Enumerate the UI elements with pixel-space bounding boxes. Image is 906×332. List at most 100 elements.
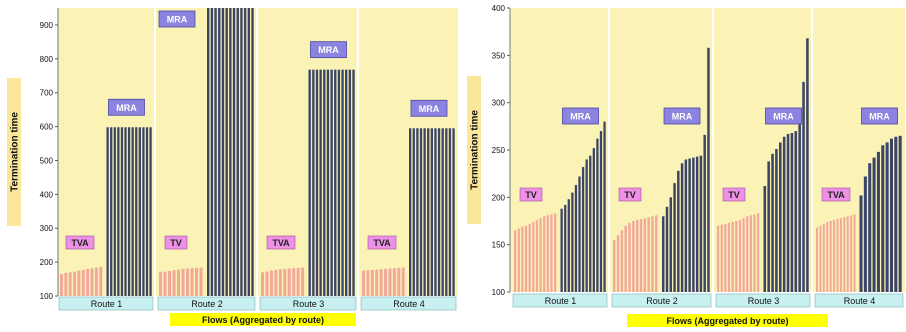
- bar-mra: [218, 8, 221, 296]
- route-label: Route 2: [191, 299, 223, 309]
- bar-mra: [881, 145, 885, 292]
- bar-mra: [423, 128, 426, 296]
- bar-mra: [441, 128, 444, 296]
- route-label-box: [157, 296, 256, 311]
- mra-label: MRA: [570, 112, 591, 122]
- bar-mra: [312, 69, 315, 296]
- tva-label: TVA: [71, 238, 89, 248]
- bar-mra: [416, 128, 419, 296]
- bar-tv: [727, 222, 731, 292]
- route-label: Route 2: [646, 296, 678, 306]
- bar-mra: [876, 151, 880, 292]
- bar-mra: [330, 69, 333, 296]
- bar-mra: [232, 8, 236, 296]
- bar-tv: [749, 215, 752, 292]
- bar-tv: [724, 223, 727, 292]
- bar-mra: [315, 69, 319, 296]
- chart-1: 100 200 300 400 500 600 700 800 900 Termination t…: [7, 8, 458, 326]
- y-axis-label: Termination time: [10, 112, 21, 192]
- bar-mra: [889, 138, 893, 292]
- route-label-box: [360, 296, 457, 311]
- y-tick-label: 100: [40, 292, 54, 301]
- bar-tv: [735, 221, 738, 292]
- bar-mra: [564, 204, 567, 292]
- tva-label: TVA: [272, 238, 290, 248]
- bar-tva: [77, 270, 81, 296]
- bar-tva: [370, 269, 374, 296]
- tva-label: TVA: [373, 238, 391, 248]
- bar-tv: [199, 267, 203, 296]
- bar-tva: [397, 267, 401, 296]
- bar-mra: [319, 69, 322, 296]
- bar-tva: [60, 273, 63, 296]
- bar-mra: [448, 128, 452, 296]
- mra-label: MRA: [869, 112, 890, 122]
- bar-mra: [131, 127, 134, 296]
- bar-tva: [99, 266, 103, 296]
- bar-tv: [177, 269, 181, 296]
- bar-mra: [437, 128, 441, 296]
- bar-tv: [655, 215, 658, 292]
- tva-label-box: [266, 235, 296, 250]
- bar-mra: [308, 69, 311, 296]
- bar-mra: [323, 69, 326, 296]
- bar-tv: [521, 226, 524, 292]
- bar-tv: [613, 239, 616, 292]
- bar-mra: [779, 142, 782, 292]
- bar-tv: [620, 230, 624, 292]
- y-tick-label: 350: [492, 51, 506, 60]
- x-axis-label: Flows (Aggregated by route): [666, 316, 788, 326]
- bar-tva: [292, 268, 296, 296]
- bar-tv: [742, 218, 745, 292]
- y-tick-label: 500: [40, 156, 54, 165]
- y-tick-label: 700: [40, 89, 54, 98]
- bar-mra: [247, 8, 251, 296]
- bar-mra: [345, 69, 348, 296]
- mra-label: MRA: [318, 45, 339, 55]
- bar-mra: [669, 197, 673, 292]
- bar-mra: [409, 128, 412, 296]
- y-tick-label: 200: [492, 193, 506, 202]
- bar-mra: [794, 131, 798, 292]
- bar-mra: [673, 183, 676, 292]
- bar-tv: [616, 235, 620, 292]
- bar-tv: [550, 214, 553, 292]
- bar-tv: [554, 213, 557, 292]
- bar-tva: [301, 267, 305, 296]
- route-label-box: [58, 296, 154, 311]
- bar-tva: [846, 216, 849, 292]
- route-label: Route 4: [844, 296, 876, 306]
- bar-tv: [181, 268, 185, 296]
- bar-tva: [829, 221, 832, 292]
- bar-tva: [816, 227, 819, 292]
- y-tick-label: 200: [40, 258, 54, 267]
- route-label-box: [512, 293, 608, 308]
- route-label-box: [611, 293, 712, 308]
- bar-mra: [251, 8, 254, 296]
- bar-mra: [207, 8, 210, 296]
- bar-mra: [113, 127, 116, 296]
- bar-mra: [695, 156, 699, 292]
- bar-tv: [168, 270, 172, 296]
- bar-tv: [172, 270, 176, 296]
- bar-mra: [149, 127, 152, 296]
- bar-mra: [214, 8, 217, 296]
- bar-mra: [337, 69, 341, 296]
- y-axis-label-box: [7, 78, 21, 226]
- bar-mra: [221, 8, 225, 296]
- mra-label-box: [410, 99, 448, 117]
- bar-tva: [64, 272, 68, 296]
- bar-mra: [592, 148, 595, 292]
- bar-tv: [639, 219, 643, 292]
- bar-mra: [334, 69, 337, 296]
- bar-mra: [574, 185, 578, 292]
- bar-mra: [135, 127, 138, 296]
- mra-label: MRA: [773, 112, 794, 122]
- bar-mra: [352, 69, 355, 296]
- tva-label-box: [722, 187, 746, 202]
- bar-mra: [596, 138, 599, 292]
- y-axis-label: Termination time: [470, 110, 481, 190]
- bar-tv: [186, 268, 190, 296]
- bar-tva: [81, 269, 85, 296]
